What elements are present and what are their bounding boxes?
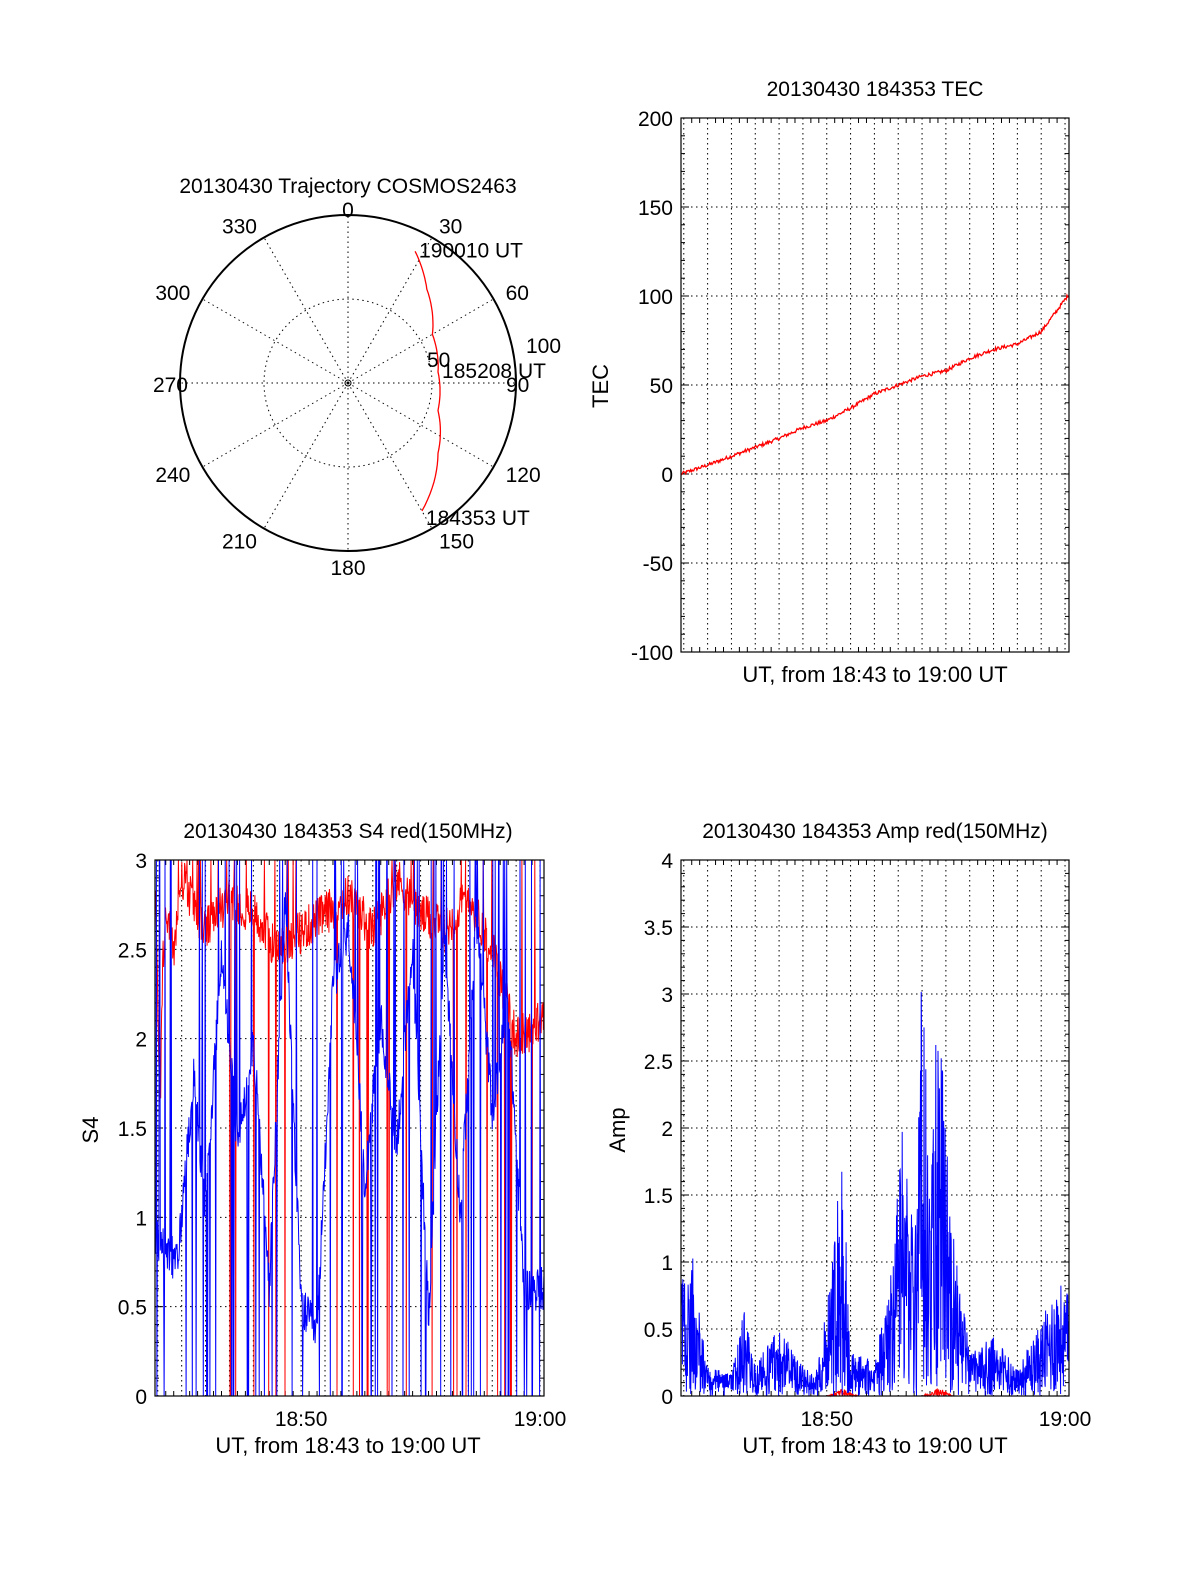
y-tick-label: 50 bbox=[650, 375, 673, 398]
polar-spoke bbox=[347, 298, 494, 384]
y-tick-label: 1.5 bbox=[644, 1185, 673, 1208]
amp-ylabel: Amp bbox=[605, 1107, 630, 1152]
s4-panel: 20130430 184353 S4 red(150MHz) UT, from … bbox=[78, 820, 566, 1458]
trajectory-annotation: 190010 UT bbox=[419, 239, 523, 262]
y-tick-label: 1 bbox=[661, 1252, 673, 1275]
y-tick-label: 0.5 bbox=[644, 1319, 673, 1342]
y-tick-label: -100 bbox=[631, 642, 673, 665]
s4-ylabel: S4 bbox=[78, 1117, 103, 1144]
azimuth-label: 330 bbox=[222, 215, 257, 238]
azimuth-label: 150 bbox=[439, 531, 474, 554]
series-line bbox=[680, 991, 1070, 1397]
polar-outer-ring bbox=[179, 214, 517, 552]
y-tick-label: 0 bbox=[661, 1386, 673, 1409]
tec-title: 20130430 184353 TEC bbox=[767, 78, 984, 101]
y-tick-label: 0 bbox=[661, 464, 673, 487]
y-tick-label: 2.5 bbox=[644, 1051, 673, 1074]
azimuth-label: 240 bbox=[155, 464, 190, 487]
y-tick-label: 150 bbox=[638, 197, 673, 220]
azimuth-label: 180 bbox=[330, 557, 365, 580]
x-tick-label: 19:00 bbox=[514, 1408, 567, 1431]
radial-tick-label: 100 bbox=[526, 335, 561, 358]
y-tick-label: 2 bbox=[661, 1118, 673, 1141]
polar-center bbox=[344, 379, 352, 387]
y-tick-label: 4 bbox=[661, 850, 673, 873]
series-line bbox=[154, 859, 545, 1397]
y-tick-label: 200 bbox=[638, 108, 673, 131]
amp-xlabel: UT, from 18:43 to 19:00 UT bbox=[742, 1433, 1007, 1458]
radial-tick-label: 50 bbox=[427, 349, 450, 372]
amp-plot-area: 0 0.5 1 1.5 2 2.5 3 3.5 4 18:50 19:00 bbox=[644, 850, 1092, 1431]
y-tick-label: 3 bbox=[135, 850, 147, 873]
polar-series: 190010 UT 185208 UT 184353 UT bbox=[414, 239, 546, 530]
trajectory-annotation: 185208 UT bbox=[442, 360, 546, 383]
polar-spoke bbox=[347, 382, 433, 529]
polar-spoke bbox=[263, 237, 349, 384]
azimuth-label: 0 bbox=[342, 199, 354, 222]
tec-xlabel: UT, from 18:43 to 19:00 UT bbox=[742, 662, 1007, 687]
amp-panel: 20130430 184353 Amp red(150MHz) UT, from… bbox=[605, 820, 1091, 1458]
polar-grid bbox=[179, 214, 517, 552]
tec-plot-area: -100 -50 0 50 100 150 200 bbox=[631, 108, 1070, 665]
trajectory-annotation: 184353 UT bbox=[426, 507, 530, 530]
azimuth-label: 30 bbox=[439, 215, 462, 238]
polar-spoke bbox=[347, 237, 433, 384]
plot-frame bbox=[154, 859, 545, 1397]
y-tick-label: 1 bbox=[135, 1207, 147, 1230]
s4-plot-area: 0 0.5 1 1.5 2 2.5 3 18:50 19:00 bbox=[118, 850, 567, 1431]
x-tick-label: 18:50 bbox=[800, 1408, 853, 1431]
trajectory-line bbox=[414, 251, 442, 512]
s4-xlabel: UT, from 18:43 to 19:00 UT bbox=[215, 1433, 480, 1458]
y-tick-label: 0 bbox=[135, 1386, 147, 1409]
x-tick-label: 19:00 bbox=[1039, 1408, 1092, 1431]
plot-frame bbox=[680, 117, 1070, 653]
azimuth-label: 120 bbox=[506, 464, 541, 487]
polar-spoke bbox=[202, 382, 349, 468]
series-line bbox=[680, 293, 1069, 476]
trajectory-polar-panel: 20130430 Trajectory COSMOS2463 0 30 60 90 12… bbox=[153, 175, 561, 580]
y-tick-label: 100 bbox=[638, 286, 673, 309]
polar-azimuth-labels: 0 30 60 90 120 150 180 210 240 270 300 330 50 100 bbox=[153, 199, 561, 580]
polar-ring bbox=[263, 298, 433, 468]
trajectory-title: 20130430 Trajectory COSMOS2463 bbox=[179, 175, 516, 198]
y-tick-label: 2 bbox=[135, 1029, 147, 1052]
s4-title: 20130430 184353 S4 red(150MHz) bbox=[183, 820, 512, 843]
azimuth-label: 90 bbox=[506, 374, 529, 397]
y-tick-label: 1.5 bbox=[118, 1118, 147, 1141]
y-tick-label: 3.5 bbox=[644, 917, 673, 940]
y-tick-label: 2.5 bbox=[118, 939, 147, 962]
y-tick-label: -50 bbox=[643, 553, 673, 576]
polar-spoke bbox=[347, 382, 494, 468]
plot-frame bbox=[680, 859, 1070, 1397]
series-line bbox=[154, 859, 545, 1397]
tec-ylabel: TEC bbox=[588, 364, 613, 408]
amp-title: 20130430 184353 Amp red(150MHz) bbox=[702, 820, 1048, 843]
azimuth-label: 300 bbox=[155, 282, 190, 305]
polar-spoke bbox=[202, 298, 349, 384]
azimuth-label: 270 bbox=[153, 374, 188, 397]
azimuth-label: 210 bbox=[222, 531, 257, 554]
tec-panel: 20130430 184353 TEC UT, from 18:43 to 19… bbox=[588, 78, 1070, 687]
x-tick-label: 18:50 bbox=[275, 1408, 328, 1431]
y-tick-label: 0.5 bbox=[118, 1297, 147, 1320]
azimuth-label: 60 bbox=[506, 282, 529, 305]
y-tick-label: 3 bbox=[661, 984, 673, 1007]
